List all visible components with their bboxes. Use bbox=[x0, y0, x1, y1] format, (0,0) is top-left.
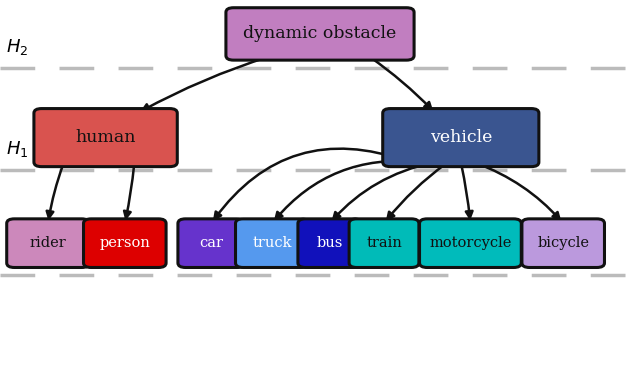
FancyBboxPatch shape bbox=[298, 219, 361, 268]
FancyArrowPatch shape bbox=[143, 57, 269, 110]
FancyArrowPatch shape bbox=[387, 164, 445, 219]
Text: rider: rider bbox=[29, 236, 67, 250]
FancyArrowPatch shape bbox=[276, 161, 420, 219]
FancyBboxPatch shape bbox=[84, 219, 166, 268]
Text: $H_0$: $H_0$ bbox=[6, 241, 29, 261]
Text: bus: bus bbox=[316, 236, 343, 250]
Text: motorcycle: motorcycle bbox=[429, 236, 511, 250]
FancyArrowPatch shape bbox=[124, 165, 134, 218]
Text: dynamic obstacle: dynamic obstacle bbox=[243, 25, 397, 43]
FancyBboxPatch shape bbox=[34, 109, 177, 167]
Text: car: car bbox=[199, 236, 223, 250]
Text: $H_1$: $H_1$ bbox=[6, 139, 29, 159]
FancyArrowPatch shape bbox=[333, 162, 433, 219]
FancyBboxPatch shape bbox=[349, 219, 419, 268]
FancyArrowPatch shape bbox=[214, 149, 407, 219]
FancyBboxPatch shape bbox=[236, 219, 308, 268]
FancyBboxPatch shape bbox=[6, 219, 90, 268]
FancyArrowPatch shape bbox=[461, 165, 472, 218]
Text: truck: truck bbox=[252, 236, 292, 250]
FancyBboxPatch shape bbox=[226, 8, 414, 60]
Text: human: human bbox=[76, 129, 136, 146]
FancyBboxPatch shape bbox=[420, 219, 521, 268]
FancyArrowPatch shape bbox=[476, 163, 559, 219]
Text: bicycle: bicycle bbox=[537, 236, 589, 250]
Text: vehicle: vehicle bbox=[429, 129, 492, 146]
FancyArrowPatch shape bbox=[47, 165, 63, 218]
FancyBboxPatch shape bbox=[522, 219, 605, 268]
Text: person: person bbox=[99, 236, 150, 250]
FancyBboxPatch shape bbox=[383, 109, 539, 167]
FancyBboxPatch shape bbox=[178, 219, 244, 268]
Text: train: train bbox=[366, 236, 402, 250]
Text: $H_2$: $H_2$ bbox=[6, 37, 29, 57]
FancyArrowPatch shape bbox=[371, 57, 431, 109]
